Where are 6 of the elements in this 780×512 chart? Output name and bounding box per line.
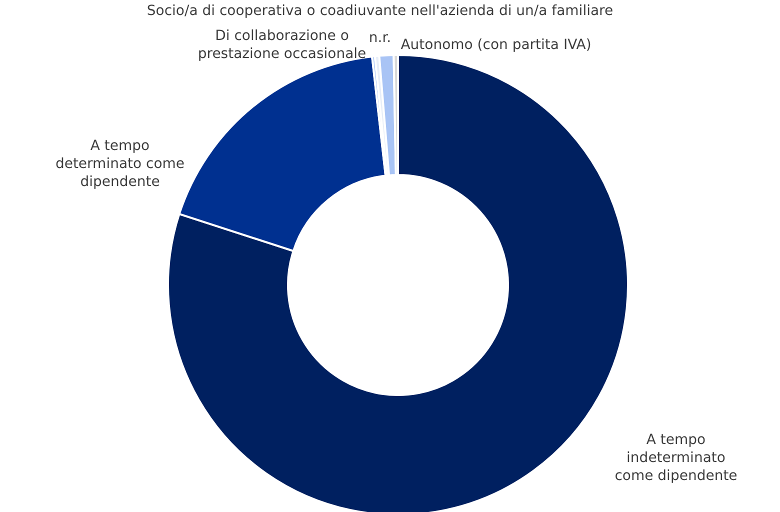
slice-label: Autonomo (con partita IVA) [400,37,592,53]
slice-label: A tempo determinato come dipendente [55,138,185,190]
slice-label: Di collaborazione o prestazione occasionale [198,28,366,62]
slice-label: A tempo indeterminato come dipendente [614,432,738,484]
slice-label: Socio/a di cooperativa o coadiuvante nell'azienda di un/a familiare [146,3,614,19]
slice-label: n.r. [368,30,392,46]
